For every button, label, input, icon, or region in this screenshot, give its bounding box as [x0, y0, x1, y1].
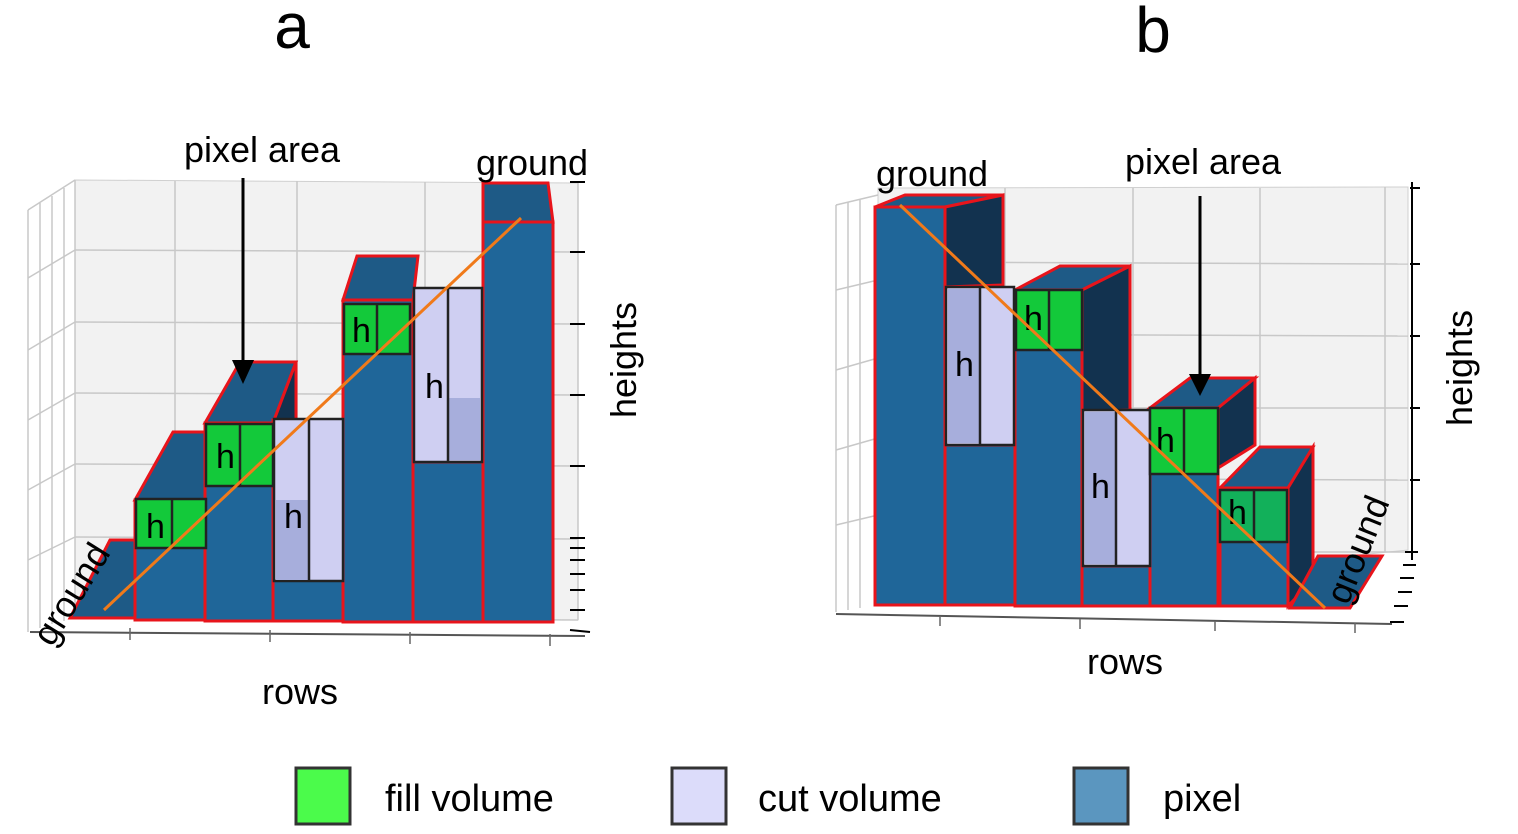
legend-item-pixel: pixel — [1072, 766, 1241, 826]
panel-a: a — [24, 0, 644, 712]
panel-a-volumes: h h h h h — [134, 286, 484, 583]
panel-a-pixel-area-arrow — [232, 178, 254, 384]
legend-swatch-cut-volume — [670, 766, 728, 826]
svg-text:pixel: pixel — [1163, 778, 1241, 820]
fill-volume-a2: h — [204, 422, 275, 488]
svg-text:h: h — [284, 498, 303, 536]
panel-a-slope-line — [102, 216, 523, 612]
cut-volume-b2: h — [1081, 408, 1152, 568]
svg-text:cut volume: cut volume — [758, 778, 942, 820]
panel-a-label: a — [274, 0, 310, 62]
panel-b-pixel-area-arrow — [1189, 196, 1211, 396]
svg-text:h: h — [1091, 468, 1110, 506]
cut-volume-b1: h — [944, 285, 1016, 447]
panel-b-label: b — [1135, 0, 1171, 66]
cut-volume-a2: h — [412, 286, 484, 464]
svg-text:h: h — [955, 346, 974, 384]
fill-volume-b2: h — [1148, 406, 1220, 476]
legend: fill volume cut volume pixel — [294, 766, 1241, 826]
panel-a-xlabel: rows — [262, 671, 338, 712]
panel-a-pixel-area-label: pixel area — [184, 129, 341, 170]
svg-text:h: h — [216, 438, 235, 476]
cut-volume-a1: h — [272, 417, 345, 583]
panel-b-ylabel: heights — [1439, 310, 1480, 426]
panel-a-ground-right-label: ground — [476, 142, 588, 183]
svg-text:fill volume: fill volume — [385, 778, 554, 820]
panel-a-pixels — [67, 181, 555, 624]
panel-b-pixel-area-label: pixel area — [1125, 141, 1282, 182]
panel-b-ground-left-label: ground — [876, 153, 988, 194]
fill-volume-b1: h — [1014, 288, 1084, 352]
legend-item-cut-volume: cut volume — [670, 766, 942, 826]
svg-text:h: h — [425, 368, 444, 406]
panel-b-slope-line — [898, 203, 1327, 610]
svg-text:h: h — [352, 312, 371, 350]
svg-text:h: h — [1156, 422, 1175, 460]
legend-item-fill-volume: fill volume — [294, 766, 554, 826]
svg-text:h: h — [146, 508, 165, 546]
legend-swatch-fill-volume — [294, 766, 352, 826]
legend-swatch-pixel — [1072, 766, 1130, 826]
panel-b-xlabel: rows — [1087, 641, 1163, 682]
panel-a-ylabel: heights — [603, 302, 644, 418]
panel-b: b — [835, 0, 1480, 682]
fill-volume-a3: h — [342, 302, 412, 356]
